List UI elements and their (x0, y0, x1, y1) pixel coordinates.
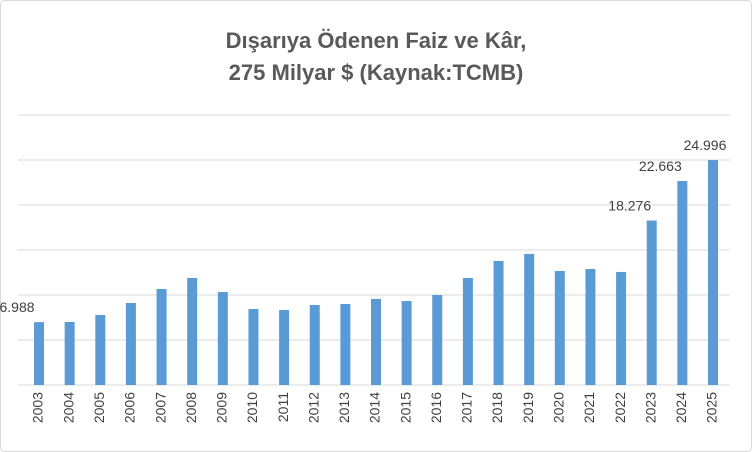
x-tick-label: 2007 (152, 392, 168, 423)
bar (524, 253, 535, 385)
bar (585, 268, 596, 385)
x-tick-label: 2025 (704, 392, 720, 423)
bar (248, 309, 259, 385)
x-tick-label: 2011 (275, 392, 291, 422)
bar (95, 314, 106, 385)
x-tick-label: 2019 (520, 392, 536, 423)
x-tick-label: 2020 (551, 392, 567, 423)
data-label: 22.663 (639, 158, 682, 174)
x-tick-label: 2018 (489, 392, 505, 423)
x-tick-label: 2014 (367, 392, 383, 423)
bar (217, 292, 228, 385)
x-tick-label: 2006 (122, 392, 138, 423)
x-tick-label: 2017 (459, 392, 475, 423)
bar (707, 160, 718, 385)
x-tick-label: 2016 (428, 392, 444, 423)
bar (187, 277, 198, 385)
chart-title: 275 Milyar $ (Kaynak:TCMB) (229, 60, 524, 85)
bar (34, 322, 45, 385)
x-tick-label: 2021 (581, 392, 597, 423)
x-tick-label: 2003 (30, 392, 46, 423)
x-tick-label: 2022 (612, 392, 628, 423)
bar (493, 260, 504, 385)
x-tick-label: 2015 (397, 392, 413, 423)
bar (64, 322, 75, 385)
x-tick-label: 2009 (214, 392, 230, 423)
x-tick-label: 2004 (60, 392, 76, 423)
x-tick-label: 2005 (91, 392, 107, 423)
bar (309, 304, 320, 385)
x-tick-label: 2008 (183, 392, 199, 423)
bar (432, 295, 443, 385)
bar (279, 310, 290, 385)
chart-title: Dışarıya Ödenen Faiz ve Kâr, (226, 28, 527, 53)
bar (462, 277, 473, 385)
x-tick-label: 2013 (336, 392, 352, 423)
data-label: 24.996 (684, 137, 727, 153)
bar (554, 270, 565, 385)
bar (401, 301, 412, 385)
bar (646, 220, 657, 385)
bar (677, 181, 688, 385)
x-tick-label: 2010 (244, 392, 260, 423)
bar (616, 271, 627, 385)
x-tick-label: 2012 (305, 392, 321, 423)
bar (156, 288, 167, 385)
bar (125, 303, 136, 385)
x-tick-label: 2023 (642, 392, 658, 423)
x-tick-label: 2024 (673, 392, 689, 423)
bar (340, 304, 351, 385)
data-label: 18.276 (608, 198, 651, 214)
bar (371, 298, 381, 385)
data-label: 6.988 (0, 299, 35, 315)
